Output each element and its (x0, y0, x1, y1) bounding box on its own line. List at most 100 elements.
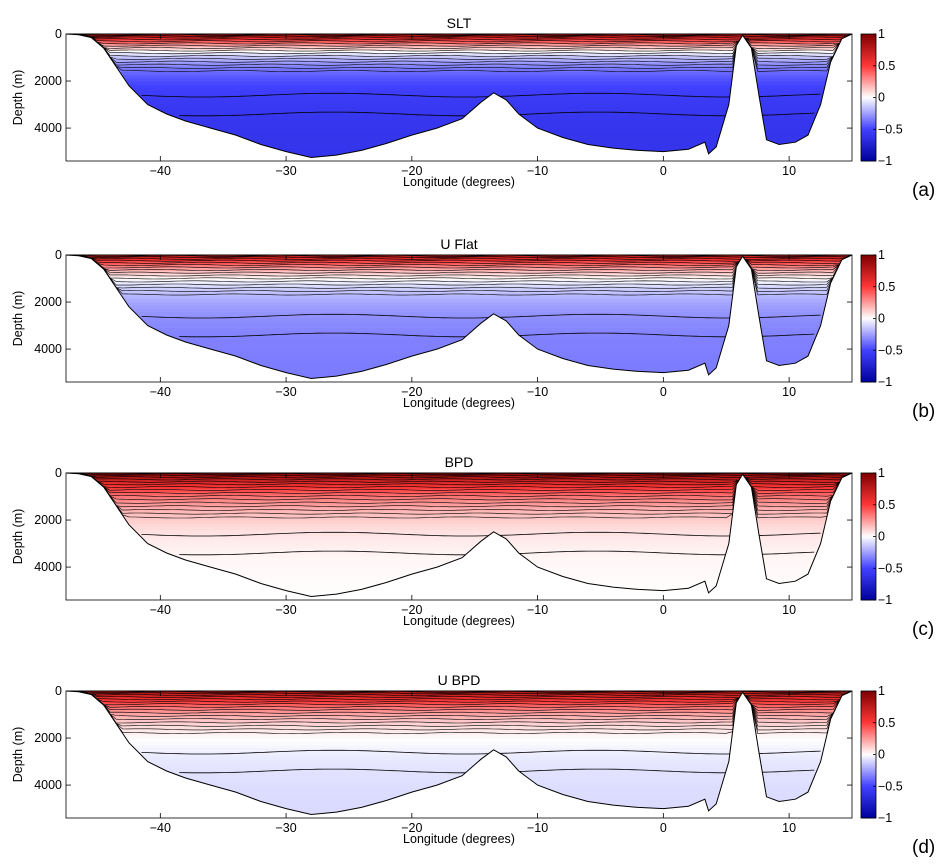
color-band (66, 542, 852, 547)
x-tick-label: 10 (782, 385, 796, 399)
seafloor-line (65, 472, 853, 598)
colorbar-swatch (861, 532, 876, 536)
colorbar-swatch (861, 97, 876, 100)
colorbar-swatch (861, 500, 876, 504)
colorbar-swatch (861, 742, 876, 746)
panel-title: BPD (445, 454, 474, 470)
color-band (66, 78, 852, 83)
colorbar-swatch (861, 99, 876, 102)
y-tick-label: 0 (55, 466, 62, 480)
x-tick-label: −40 (150, 164, 171, 178)
color-band (66, 97, 852, 102)
color-band (66, 46, 852, 51)
colorbar-swatch (861, 344, 876, 347)
color-band (66, 713, 852, 717)
color-band (66, 716, 852, 721)
colorbar-swatch (861, 722, 876, 726)
color-band (66, 732, 852, 737)
colorbar-tick-label: −0.5 (878, 561, 903, 575)
colorbar-swatch (861, 326, 876, 329)
contour (66, 34, 852, 60)
color-band (66, 113, 852, 118)
colorbar-swatch (861, 594, 876, 597)
colorbar-swatch (861, 582, 876, 585)
colorbar-swatch (861, 346, 876, 349)
colorbar-swatch (861, 274, 876, 278)
contour (66, 255, 852, 283)
x-tick-label: 10 (782, 603, 796, 617)
colorbar-swatch (861, 262, 876, 266)
colorbar-swatch (861, 129, 876, 132)
colorbar-swatch (861, 786, 876, 789)
color-band (66, 302, 852, 307)
color-band (66, 773, 852, 778)
contour (66, 691, 852, 711)
color-band (66, 735, 852, 740)
colorbar-swatch (861, 280, 876, 284)
color-band (66, 691, 852, 695)
colorbar: 1 0.5 0 −0.5 −1 (860, 248, 903, 389)
color-band (66, 100, 852, 105)
x-tick-label: 0 (660, 821, 667, 835)
contour (66, 255, 852, 277)
colorbar-swatch (861, 754, 876, 757)
x-axis-label: Longitude (degrees) (403, 832, 515, 846)
color-band (66, 135, 852, 140)
color-band (66, 741, 852, 746)
panel-label: (a) (912, 180, 935, 201)
color-band (66, 511, 852, 515)
colorbar-swatch (861, 131, 876, 134)
colorbar-swatch (861, 486, 876, 490)
colorbar-swatch (861, 482, 876, 486)
y-axis-label: Depth (m) (11, 509, 25, 565)
colorbar-swatch (861, 546, 876, 549)
plot-frame (65, 254, 853, 383)
colorbar-swatch (861, 362, 876, 365)
color-band (66, 148, 852, 153)
colorbar-swatch (861, 157, 876, 160)
contour (66, 691, 852, 714)
contour (66, 473, 852, 504)
colorbar-swatch (861, 484, 876, 488)
colorbar-swatch (861, 302, 876, 306)
color-band (66, 719, 852, 724)
color-band (66, 802, 852, 806)
contour-lines (66, 691, 852, 774)
colorbar-swatch (861, 538, 876, 541)
colorbar-swatch (861, 332, 876, 335)
x-tick-label: 0 (660, 164, 667, 178)
contour (66, 473, 852, 515)
colorbar-swatch (861, 91, 876, 95)
color-band (66, 375, 852, 379)
colorbar-swatch (861, 105, 876, 108)
contour (66, 473, 852, 497)
colorbar-swatch (861, 562, 876, 565)
color-band (66, 84, 852, 89)
x-tick-label: −20 (401, 385, 422, 399)
colorbar-swatch (861, 83, 876, 87)
colorbar-swatch (861, 53, 876, 57)
panel-title: U BPD (438, 672, 481, 688)
color-band (66, 584, 852, 588)
contour (66, 255, 852, 271)
colorbar-swatch (861, 556, 876, 559)
color-band (66, 476, 852, 480)
colorbar-swatch (861, 796, 876, 799)
color-band (66, 43, 852, 48)
color-band (66, 536, 852, 541)
color-band (66, 261, 852, 266)
colorbar-swatch (861, 712, 876, 716)
contour (66, 473, 852, 494)
color-band (66, 501, 852, 506)
colorbar-swatch (861, 572, 876, 575)
colorbar-swatch (861, 504, 876, 508)
colorbar-swatch (861, 760, 876, 763)
colorbar-swatch (861, 47, 876, 51)
colorbar-swatch (861, 772, 876, 775)
color-band (66, 62, 852, 67)
y-tick-label: 0 (55, 684, 62, 698)
color-band (66, 116, 852, 121)
contour (66, 473, 852, 479)
colorbar-swatch (861, 89, 876, 93)
